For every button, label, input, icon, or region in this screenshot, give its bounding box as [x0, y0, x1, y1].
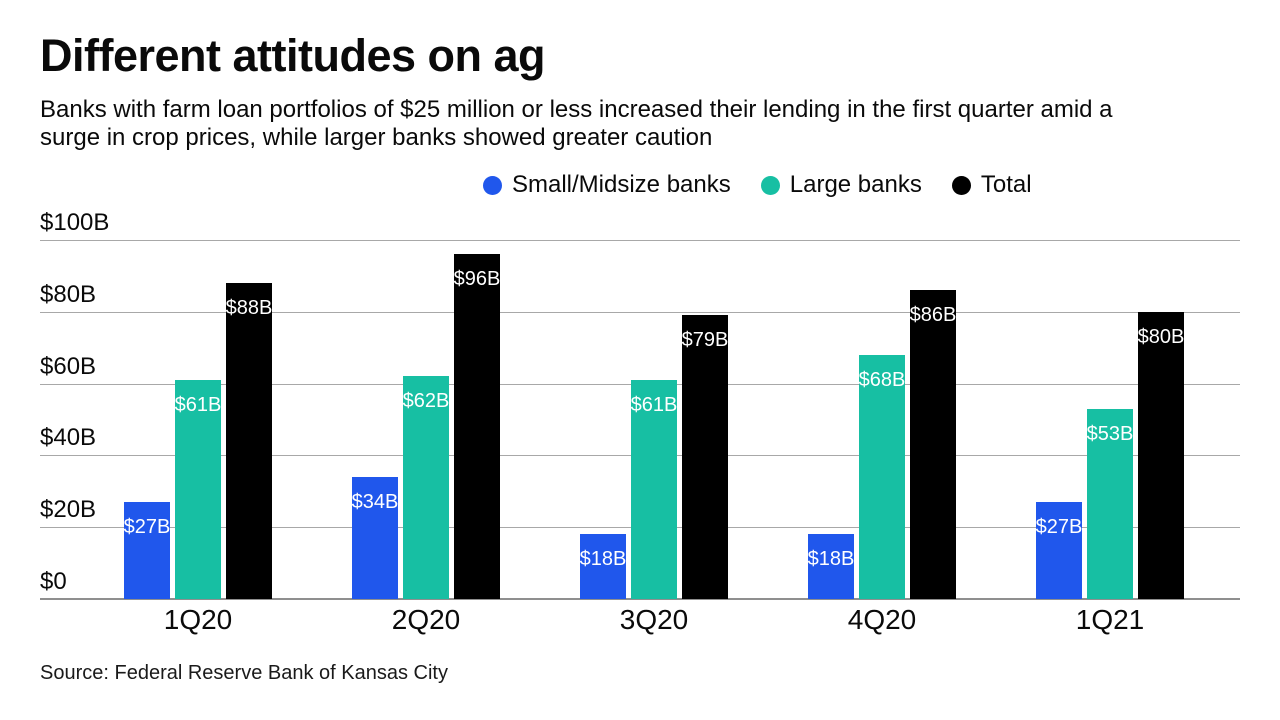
gridline-80 [40, 311, 1240, 313]
bar-total-1q21 [1138, 311, 1184, 599]
gridline-100 [40, 240, 1240, 241]
bar-value-label: $96B [453, 268, 501, 291]
x-axis-tick-label: 3Q20 [619, 604, 689, 635]
x-axis-tick-label: 1Q21 [1075, 604, 1145, 635]
bar-value-label: $79B [681, 329, 729, 352]
bar-value-label: $18B [807, 548, 855, 571]
y-axis-tick-label: $60B [40, 352, 97, 380]
legend-dot-icon [951, 175, 971, 195]
bar-small-midsize-banks-1q20 [124, 502, 170, 599]
bar-value-label: $68B [858, 368, 906, 391]
chart-subtitle: Banks with farm loan portfolios of $25 m… [40, 96, 1113, 152]
bar-value-label: $86B [909, 304, 957, 327]
bar-total-3q20 [682, 315, 728, 599]
x-axis-tick-label: 2Q20 [391, 604, 461, 635]
bar-large-banks-1q21 [1087, 408, 1133, 599]
bar-large-banks-1q20 [175, 380, 221, 599]
bar-value-label: $27B [123, 516, 171, 539]
legend-label: Total [980, 171, 1032, 198]
legend-item-small-midsize-banks: Small/Midsize banks [483, 171, 731, 199]
bar-value-label: $61B [174, 394, 222, 416]
page-title: Different attitudes on ag [40, 30, 546, 81]
bar-value-label: $61B [630, 394, 678, 416]
bar-value-label: $88B [225, 297, 273, 320]
bar-small-midsize-banks-2q20 [352, 476, 398, 599]
bar-value-label: $18B [579, 548, 627, 571]
y-axis-tick-label: $40B [40, 424, 97, 452]
bar-value-label: $80B [1137, 325, 1185, 348]
x-axis-tick-label: 4Q20 [847, 604, 917, 635]
bar-value-label: $34B [351, 490, 399, 513]
bar-large-banks-3q20 [631, 380, 677, 599]
bar-small-midsize-banks-1q21 [1036, 502, 1082, 599]
bar-value-label: $27B [1035, 516, 1083, 539]
legend-dot-icon [483, 175, 502, 195]
bar-small-midsize-banks-3q20 [580, 534, 626, 599]
chart-legend: Small/Midsize banks Large banks Total [483, 171, 1032, 199]
bar-value-label: $53B [1086, 422, 1134, 445]
bar-total-1q20 [226, 283, 272, 599]
legend-item-total: Total [951, 171, 1032, 199]
bar-total-4q20 [910, 290, 956, 599]
bar-large-banks-4q20 [859, 354, 905, 599]
y-axis-tick-label: $100B [40, 209, 110, 236]
y-axis-tick-label: $80B [40, 280, 97, 308]
legend-item-large-banks: Large banks [760, 171, 922, 199]
bar-large-banks-2q20 [403, 376, 449, 599]
source-note: Source: Federal Reserve Bank of Kansas C… [40, 662, 448, 684]
bar-total-2q20 [454, 254, 500, 599]
y-axis-tick-label: $20B [40, 496, 97, 524]
legend-label: Small/Midsize banks [512, 171, 731, 198]
subtitle-line-1: Banks with farm loan portfolios of $25 m… [40, 96, 1113, 123]
legend-dot-icon [760, 175, 780, 195]
subtitle-line-2: surge in crop prices, while larger banks… [40, 124, 713, 151]
gridline-0 [40, 598, 1240, 600]
x-axis-tick-label: 1Q20 [163, 604, 233, 635]
legend-label: Large banks [789, 171, 922, 198]
bar-value-label: $62B [402, 390, 450, 413]
bar-small-midsize-banks-4q20 [808, 534, 854, 599]
y-axis-tick-label: $0 [40, 568, 67, 595]
